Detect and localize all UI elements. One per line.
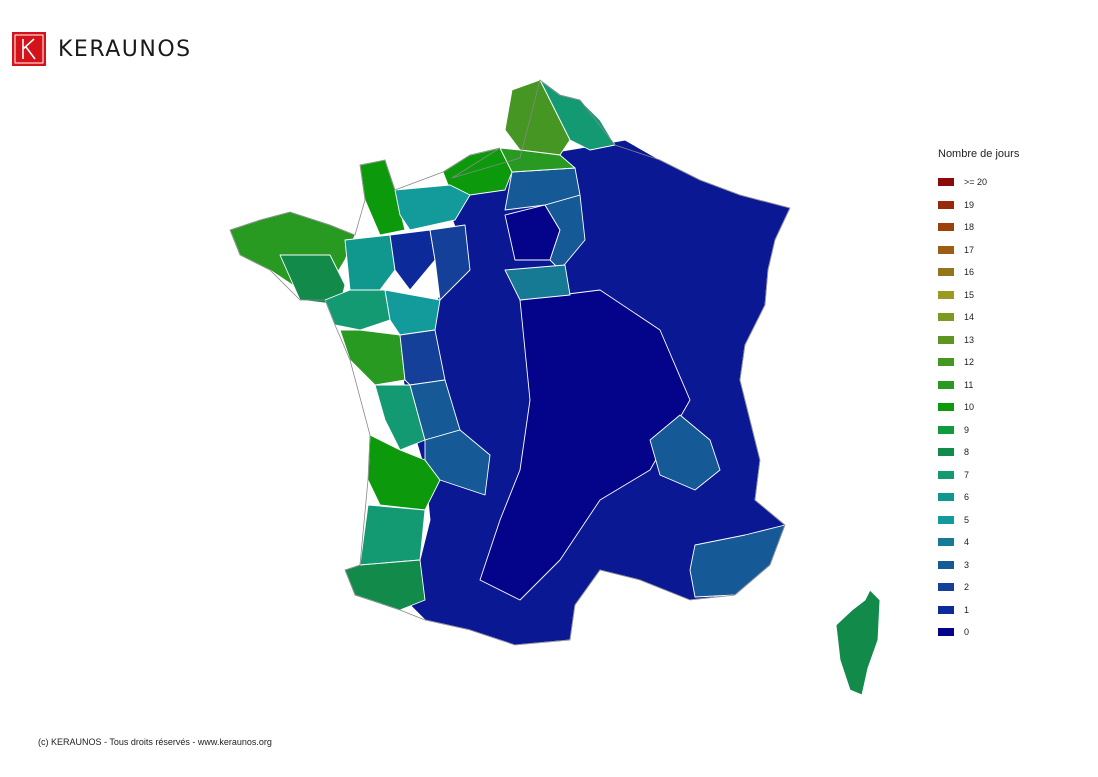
legend-label: 19 <box>964 199 975 210</box>
legend-item: 7 <box>938 464 1078 487</box>
legend-swatch <box>938 335 954 344</box>
legend-label: 4 <box>964 537 970 548</box>
legend-item: 14 <box>938 306 1078 329</box>
legend-label: 2 <box>964 582 970 593</box>
legend-swatch <box>938 583 954 592</box>
legend-item: 16 <box>938 261 1078 284</box>
map-region-dordogne <box>424 429 491 496</box>
legend-swatch <box>938 358 954 367</box>
keraunos-logo: KERAUNOS <box>12 32 192 66</box>
map-region-charente-maritime <box>374 384 426 451</box>
legend-swatch <box>938 448 954 457</box>
legend-swatch <box>938 178 954 187</box>
legend-swatch <box>938 200 954 209</box>
legend-label: 0 <box>964 627 970 638</box>
legend-swatch <box>938 425 954 434</box>
legend-label: 9 <box>964 424 970 435</box>
legend-label: >= 20 <box>964 177 988 188</box>
map-region-alpes <box>649 414 721 491</box>
map-region-vendee <box>339 329 406 386</box>
legend-label: 8 <box>964 447 970 458</box>
legend-swatch <box>938 560 954 569</box>
legend-item: 18 <box>938 216 1078 239</box>
legend-swatch <box>938 628 954 637</box>
legend-item: 2 <box>938 576 1078 599</box>
legend-item: 19 <box>938 194 1078 217</box>
map-region-landes <box>359 504 426 566</box>
legend-title: Nombre de jours <box>938 148 1020 160</box>
legend-label: 15 <box>964 289 975 300</box>
legend-item: 4 <box>938 531 1078 554</box>
legend-item: 10 <box>938 396 1078 419</box>
legend: Nombre de jours >= 20 19 18 17 16 15 14 13 12 11 1… <box>938 148 1078 644</box>
legend-item: 6 <box>938 486 1078 509</box>
brand-name: KERAUNOS <box>58 36 192 62</box>
legend-label: 11 <box>964 379 974 390</box>
map-region-ille-et-vilaine <box>344 234 396 291</box>
legend-swatch <box>938 493 954 502</box>
map-region-mayenne <box>389 229 436 291</box>
legend-label: 18 <box>964 222 975 233</box>
legend-label: 10 <box>964 402 975 413</box>
legend-label: 7 <box>964 469 970 480</box>
map-region-corse <box>835 589 881 696</box>
legend-label: 14 <box>964 312 975 323</box>
legend-item: 3 <box>938 554 1078 577</box>
legend-item: 12 <box>938 351 1078 374</box>
map-region-center-dark <box>479 289 691 601</box>
legend-item: 13 <box>938 329 1078 352</box>
legend-swatch <box>938 403 954 412</box>
legend-swatch <box>938 470 954 479</box>
legend-swatch <box>938 380 954 389</box>
legend-item: 5 <box>938 509 1078 532</box>
legend-label: 16 <box>964 267 975 278</box>
legend-label: 12 <box>964 357 975 368</box>
map-region-gironde <box>367 434 441 511</box>
legend-swatch <box>938 538 954 547</box>
legend-list: >= 20 19 18 17 16 15 14 13 12 11 10 9 8 7 6 5 4 3 2 1 0 <box>938 171 1078 644</box>
map-region-somme <box>499 147 576 173</box>
legend-label: 13 <box>964 334 975 345</box>
legend-item: 0 <box>938 621 1078 644</box>
legend-label: 1 <box>964 604 970 615</box>
map-coastline <box>229 79 791 646</box>
legend-item: 17 <box>938 239 1078 262</box>
footer-copyright: (c) KERAUNOS - Tous droits réservés - ww… <box>38 737 272 747</box>
legend-swatch <box>938 223 954 232</box>
legend-swatch <box>938 605 954 614</box>
legend-label: 6 <box>964 492 970 503</box>
legend-swatch <box>938 290 954 299</box>
legend-label: 17 <box>964 244 975 255</box>
map-region-maine-et-loire <box>384 289 441 336</box>
legend-item: >= 20 <box>938 171 1078 194</box>
legend-item: 1 <box>938 599 1078 622</box>
map-region-pyrenees-atlantiques <box>344 559 426 611</box>
legend-item: 9 <box>938 419 1078 442</box>
keraunos-logo-icon <box>12 32 46 66</box>
legend-swatch <box>938 313 954 322</box>
legend-swatch <box>938 245 954 254</box>
legend-item: 15 <box>938 284 1078 307</box>
legend-item: 8 <box>938 441 1078 464</box>
map-region-centre-west <box>504 264 571 301</box>
legend-swatch <box>938 268 954 277</box>
legend-swatch <box>938 515 954 524</box>
legend-label: 5 <box>964 514 970 525</box>
legend-item: 11 <box>938 374 1078 397</box>
map-region-sarthe <box>429 224 471 301</box>
legend-label: 3 <box>964 559 970 570</box>
map-region-calvados <box>394 184 471 231</box>
